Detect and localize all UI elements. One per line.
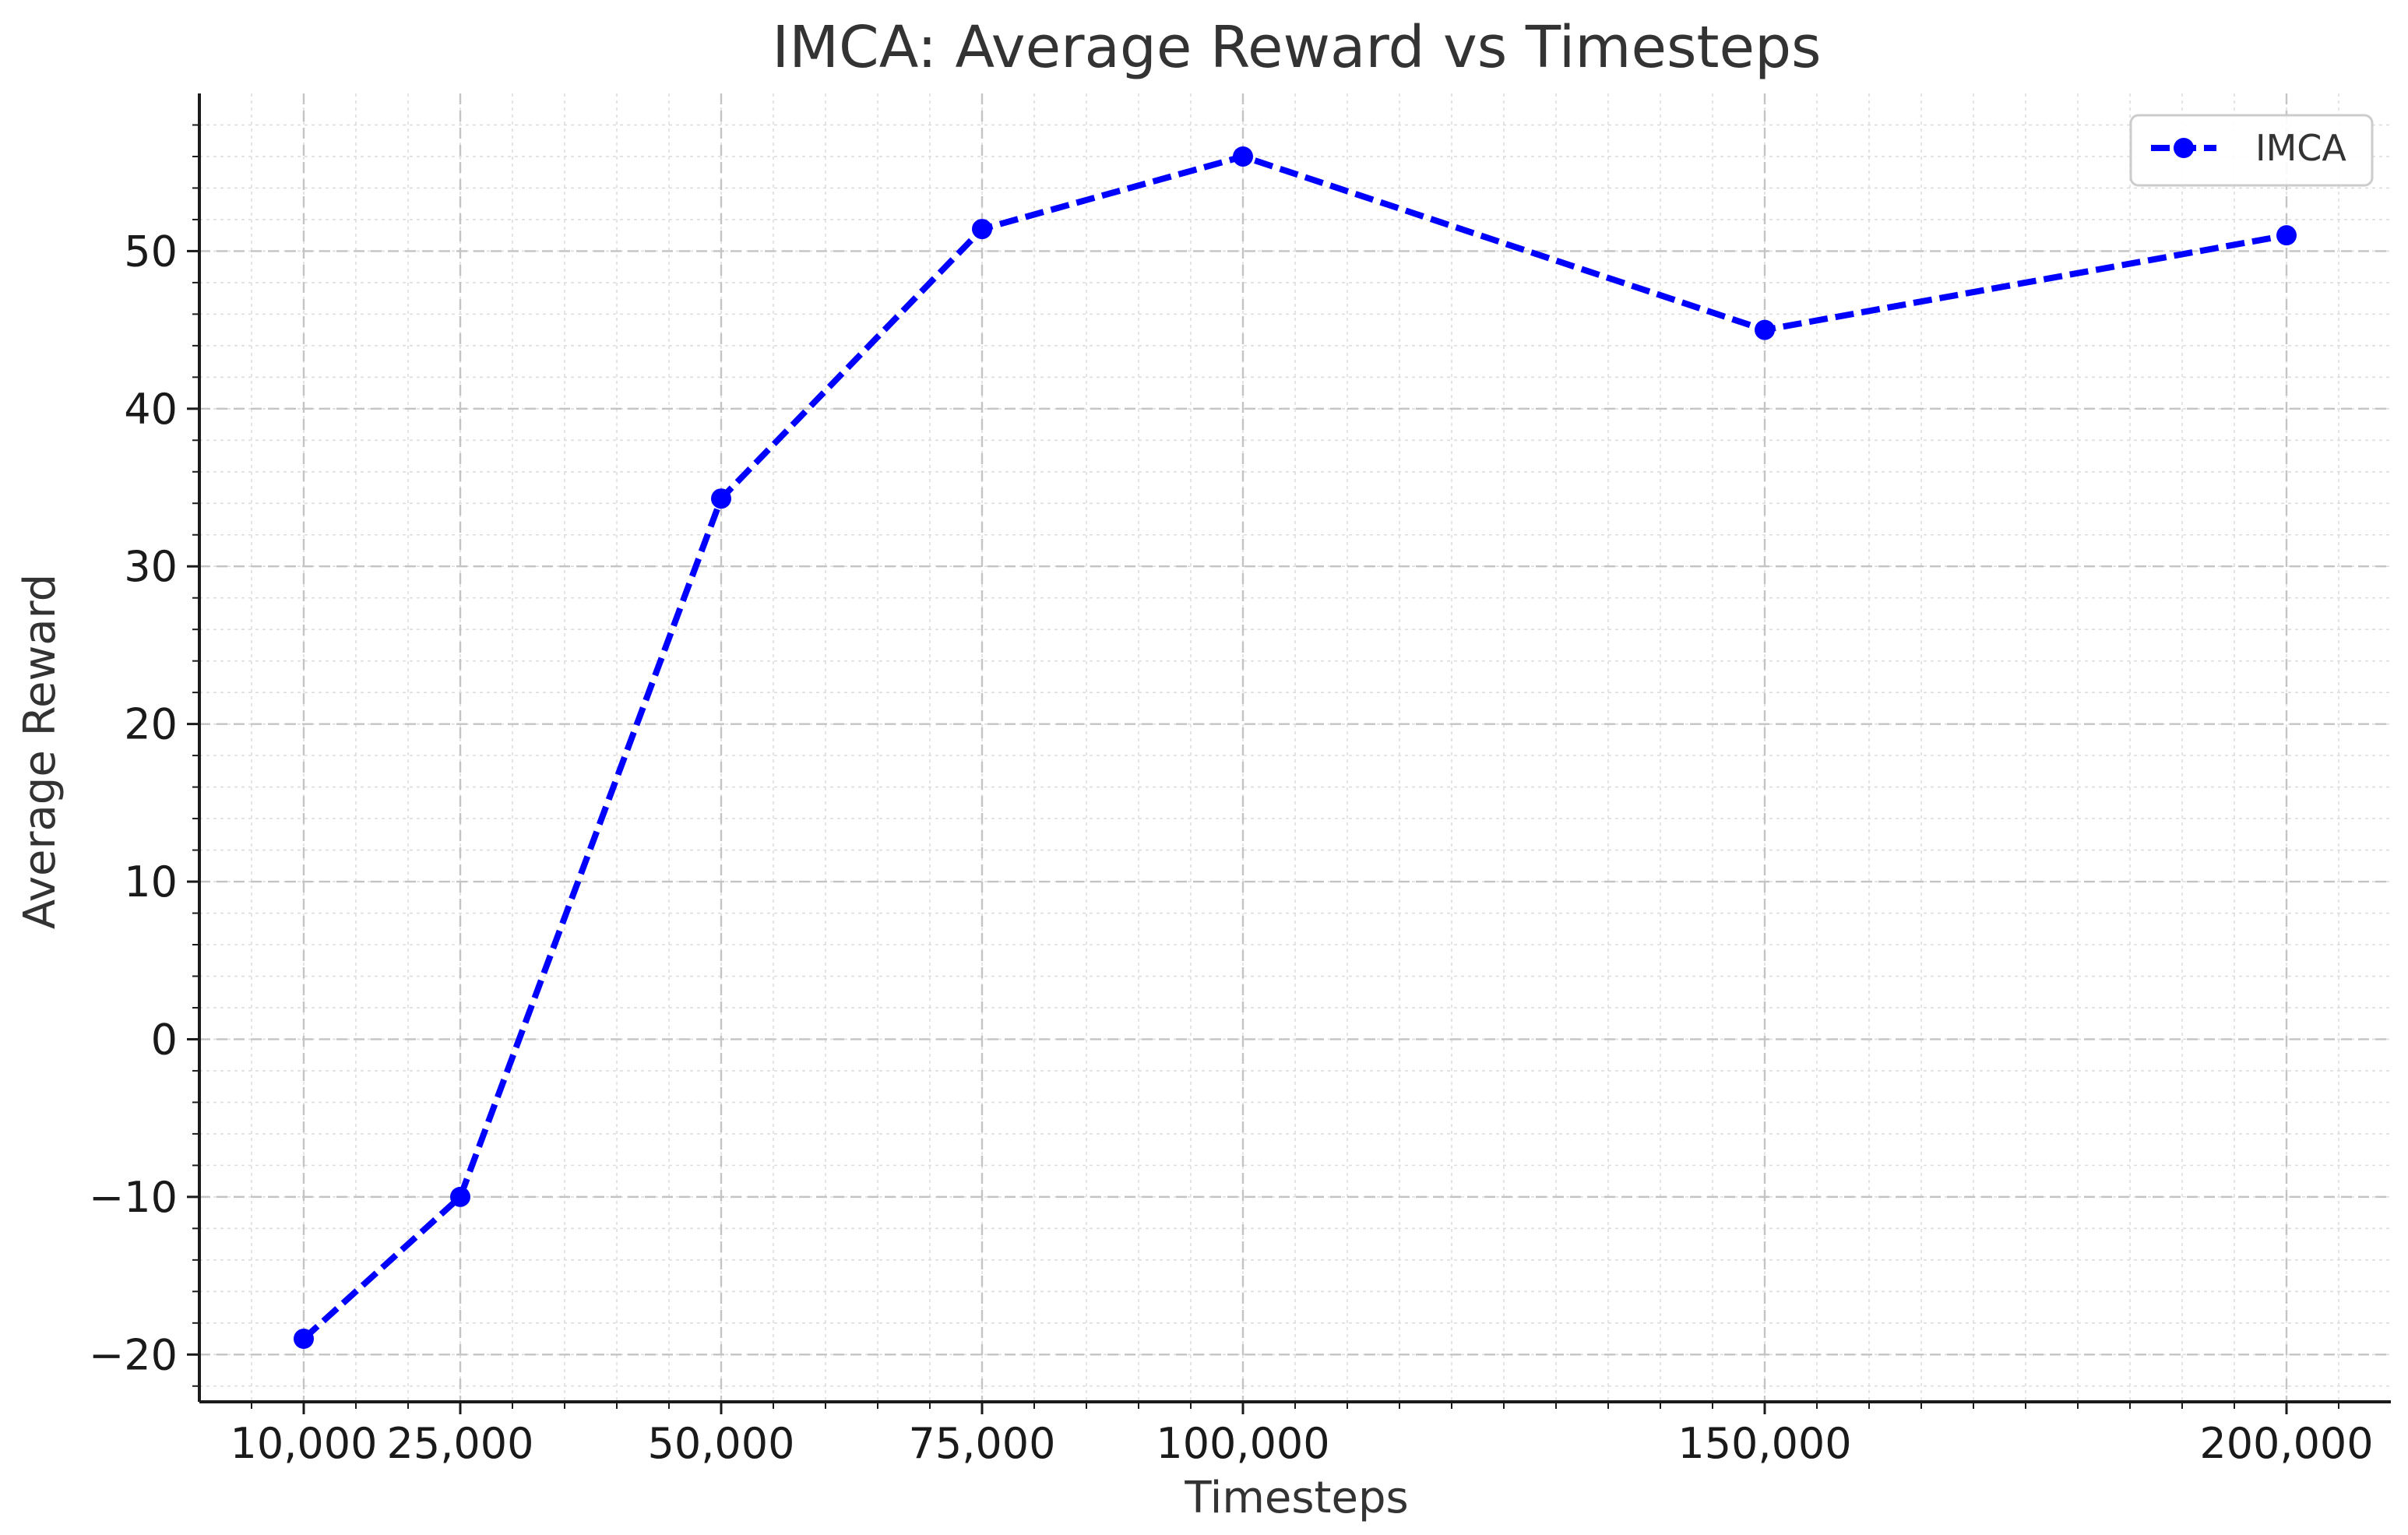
y-axis-label: Average Reward bbox=[15, 574, 65, 929]
x-tick-label: 25,000 bbox=[387, 1419, 534, 1468]
x-tick-label: 10,000 bbox=[231, 1419, 378, 1468]
y-tick-label: −10 bbox=[89, 1173, 178, 1222]
x-axis-label: Timesteps bbox=[1184, 1473, 1408, 1523]
x-tick-label: 50,000 bbox=[648, 1419, 795, 1468]
x-tick-label: 200,000 bbox=[2199, 1419, 2373, 1468]
y-tick-label: 0 bbox=[151, 1015, 178, 1064]
legend: IMCA bbox=[2129, 114, 2374, 187]
y-axis-ticks: −20 −10 0 10 20 30 40 50 bbox=[89, 227, 199, 1379]
data-point bbox=[294, 1329, 314, 1350]
y-tick-label: 10 bbox=[124, 857, 178, 907]
data-point bbox=[450, 1186, 470, 1207]
y-tick-label: −20 bbox=[89, 1330, 178, 1379]
y-tick-label: 30 bbox=[124, 542, 178, 591]
series-imca bbox=[294, 146, 2297, 1350]
x-tick-label: 75,000 bbox=[909, 1419, 1056, 1468]
x-axis-ticks: 10,000 25,000 50,000 75,000 100,000 150,000 20… bbox=[231, 1402, 2374, 1468]
y-tick-label: 40 bbox=[124, 385, 178, 434]
legend-box bbox=[2129, 114, 2374, 187]
data-point bbox=[711, 488, 731, 509]
minor-ticks bbox=[192, 124, 2339, 1409]
data-point bbox=[1755, 319, 1775, 340]
chart-title: IMCA: Average Reward vs Timesteps bbox=[772, 14, 1821, 81]
legend-marker bbox=[2174, 138, 2194, 158]
y-tick-label: 50 bbox=[124, 227, 178, 276]
major-gridlines bbox=[199, 93, 2391, 1402]
data-point bbox=[2276, 225, 2297, 246]
y-tick-label: 20 bbox=[124, 700, 178, 749]
minor-gridlines bbox=[199, 93, 2391, 1402]
x-tick-label: 150,000 bbox=[1678, 1419, 1851, 1468]
x-tick-label: 100,000 bbox=[1156, 1419, 1329, 1468]
data-point bbox=[1233, 146, 1253, 167]
data-point bbox=[972, 219, 992, 240]
legend-label-imca: IMCA bbox=[2255, 127, 2346, 169]
